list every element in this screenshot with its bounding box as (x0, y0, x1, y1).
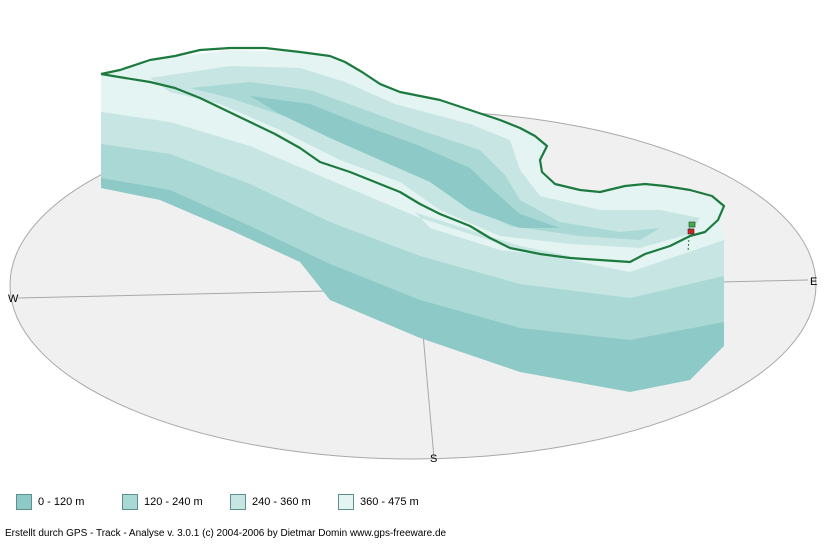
terrain-inner-ring-3 (250, 96, 560, 228)
legend-item-band-3: 360 - 475 m (338, 490, 419, 514)
elevation-legend: 0 - 120 m 120 - 240 m 240 - 360 m 360 - … (0, 490, 827, 514)
legend-swatch-band-0 (16, 494, 32, 510)
terrain-solid (100, 46, 726, 392)
compass-east-label: E (810, 276, 817, 288)
legend-swatch-band-2 (230, 494, 246, 510)
compass-west-label: W (8, 293, 19, 305)
marker-pole (687, 223, 691, 253)
compass-south-label: S (430, 453, 437, 465)
legend-item-band-1: 120 - 240 m (122, 490, 203, 514)
legend-item-band-0: 0 - 120 m (16, 490, 84, 514)
legend-item-band-2: 240 - 360 m (230, 490, 311, 514)
elevation-band-face-3 (101, 74, 724, 272)
end-marker-flag (687, 228, 695, 235)
legend-swatch-band-3 (338, 494, 354, 510)
elevation-band-face-2 (101, 108, 724, 298)
gps-track-line (100, 46, 726, 264)
start-marker-flag (688, 221, 696, 228)
footer-credits: Erstellt durch GPS - Track - Analyse v. … (5, 528, 447, 539)
legend-label-band-0: 0 - 120 m (38, 496, 85, 508)
legend-label-band-2: 240 - 360 m (252, 496, 311, 508)
legend-swatch-band-1 (122, 494, 138, 510)
legend-label-band-1: 120 - 240 m (144, 496, 203, 508)
legend-label-band-3: 360 - 475 m (360, 496, 419, 508)
